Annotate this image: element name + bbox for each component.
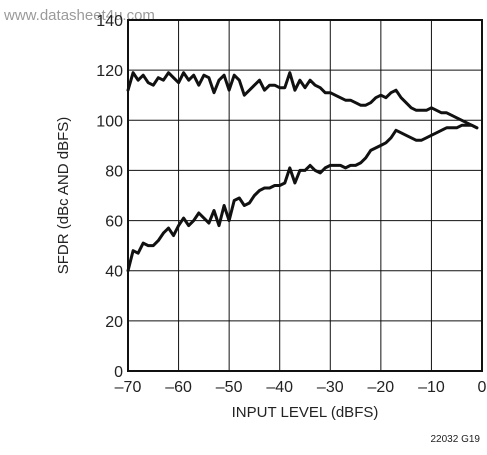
x-tick-label: –40 bbox=[266, 379, 293, 396]
x-axis-label: INPUT LEVEL (dBFS) bbox=[232, 404, 379, 421]
watermark-text: www.datasheet4u.com bbox=[3, 7, 155, 24]
y-tick-label: 80 bbox=[105, 163, 123, 180]
x-tick-label: –50 bbox=[216, 379, 243, 396]
y-tick-label: 0 bbox=[114, 364, 123, 381]
series-line-2 bbox=[126, 123, 479, 273]
y-tick-label: 140 bbox=[96, 13, 123, 30]
plot-frame bbox=[127, 19, 483, 372]
grid-lines bbox=[127, 19, 483, 372]
series-line-1 bbox=[126, 71, 479, 130]
x-tick-label: –60 bbox=[165, 379, 192, 396]
x-tick-label: –20 bbox=[368, 379, 395, 396]
series-layer bbox=[126, 71, 479, 273]
y-tick-label: 120 bbox=[96, 63, 123, 80]
y-tick-label: 40 bbox=[105, 264, 123, 281]
x-tick-labels: –70 –60 –50 –40 –30 –20 –10 0 bbox=[115, 379, 487, 396]
x-tick-label: 0 bbox=[478, 379, 487, 396]
y-tick-label: 60 bbox=[105, 214, 123, 231]
x-tick-label: –70 bbox=[115, 379, 142, 396]
x-tick-label: –10 bbox=[418, 379, 445, 396]
y-tick-label: 20 bbox=[105, 314, 123, 331]
x-tick-label: –30 bbox=[317, 379, 344, 396]
y-tick-label: 100 bbox=[96, 113, 123, 130]
y-tick-labels: 0 20 40 60 80 100 120 140 bbox=[96, 13, 123, 381]
figure-id: 22032 G19 bbox=[431, 434, 481, 445]
y-axis-label: SFDR (dBc AND dBFS) bbox=[55, 117, 72, 275]
